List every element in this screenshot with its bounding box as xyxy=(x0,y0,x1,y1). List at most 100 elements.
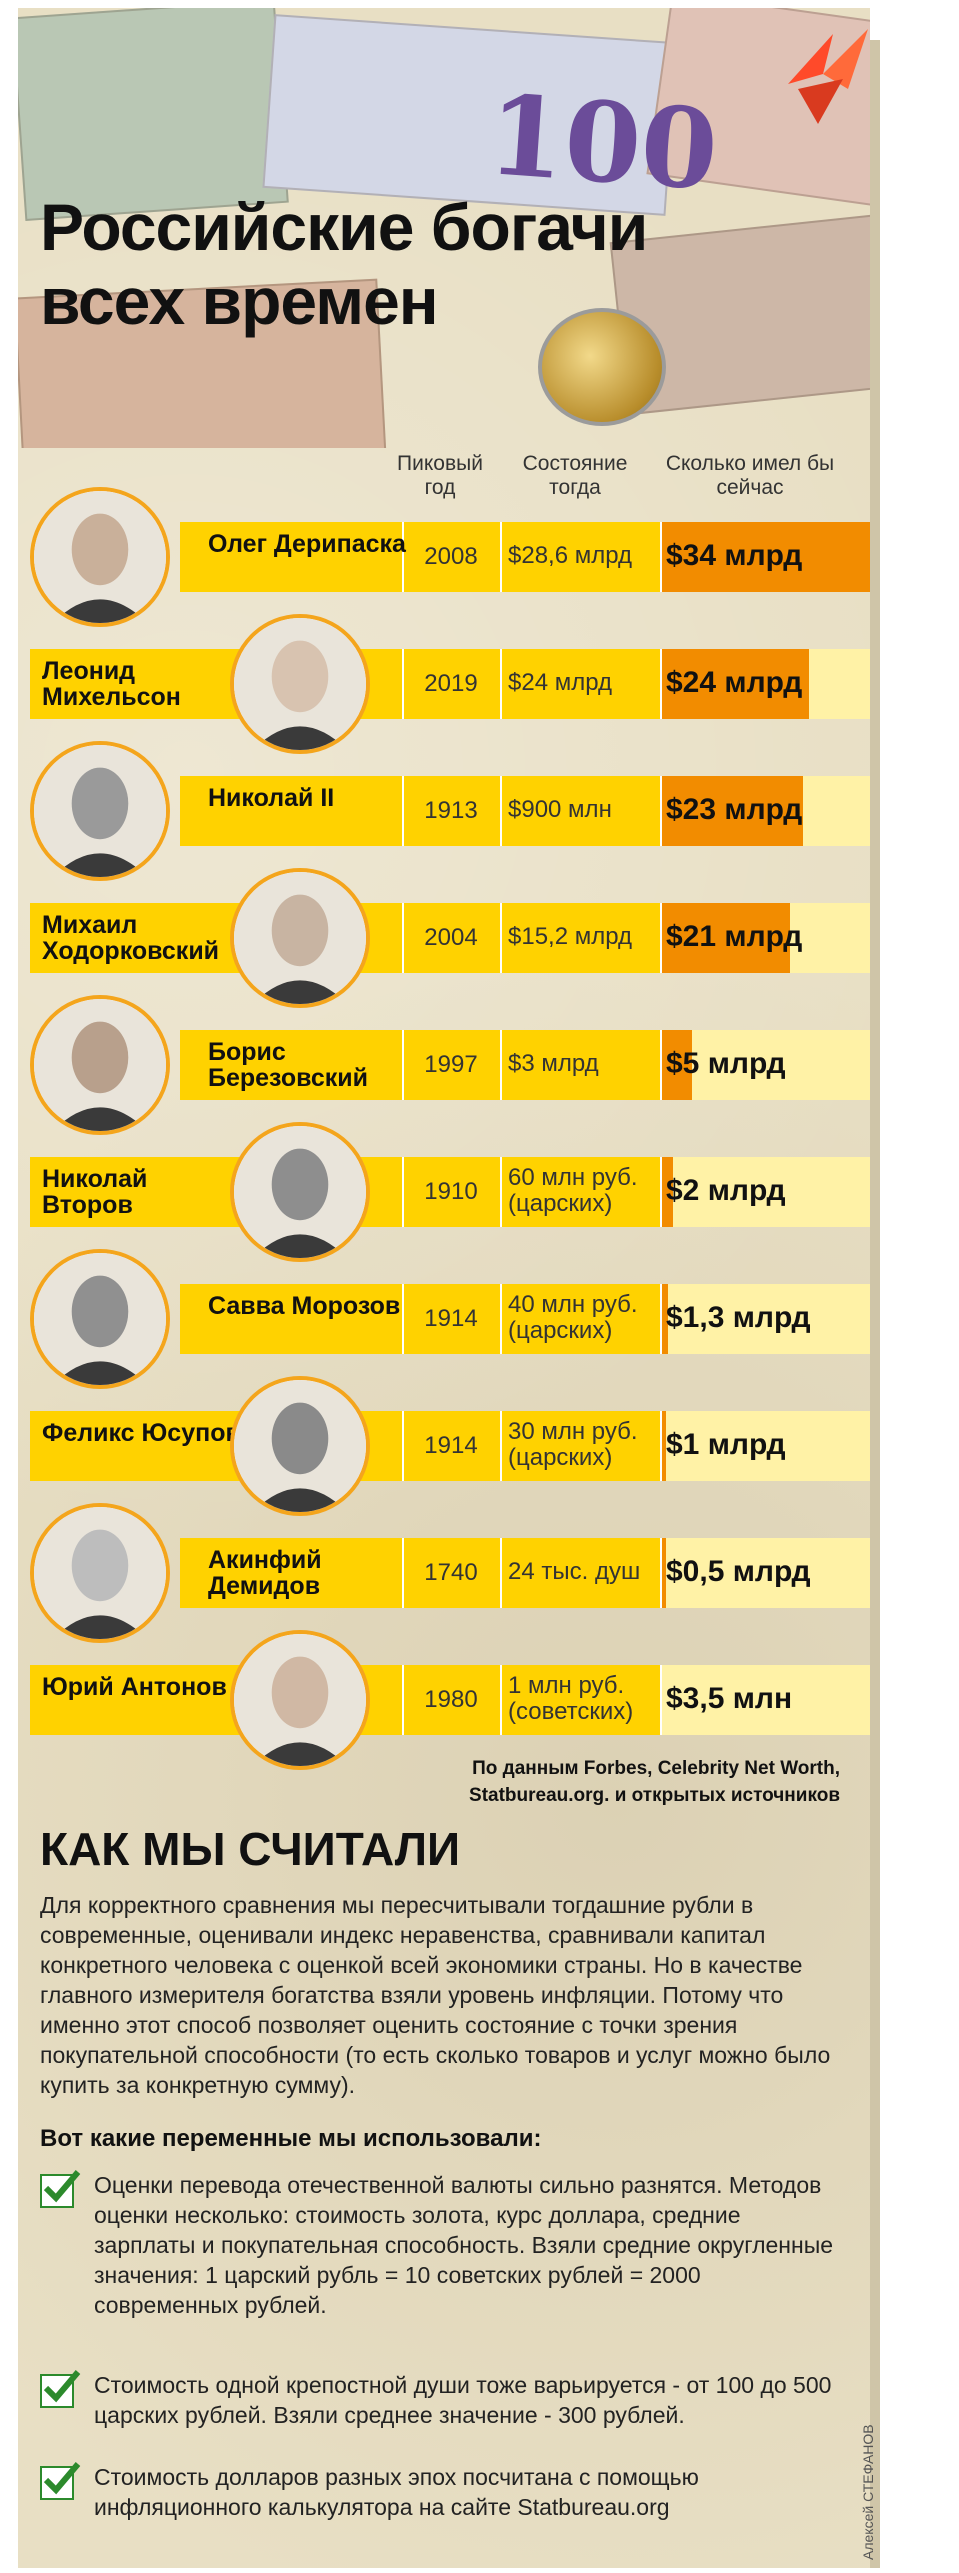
portrait-photo xyxy=(230,614,370,754)
portrait-photo xyxy=(230,868,370,1008)
portrait-icon xyxy=(34,1507,166,1639)
variable-item-text: Стоимость долларов разных эпох посчитана… xyxy=(94,2464,699,2520)
column-separator xyxy=(660,1411,662,1481)
column-separator xyxy=(660,1284,662,1354)
column-separator xyxy=(500,522,502,592)
portrait-photo xyxy=(230,1122,370,1262)
now-bar-fill xyxy=(660,1157,673,1227)
row-bar xyxy=(180,776,660,846)
wealth-now: $5 млрд xyxy=(666,1047,786,1080)
portrait-photo xyxy=(230,1376,370,1516)
portrait-photo xyxy=(30,1249,170,1389)
peak-year: 1914 xyxy=(424,1432,478,1459)
wealth-now: $2 млрд xyxy=(666,1174,786,1207)
banknote-left xyxy=(18,8,289,221)
now-bar-fill xyxy=(660,903,791,973)
checkmark-icon xyxy=(40,2370,81,2408)
now-bar-fill xyxy=(660,1030,692,1100)
peak-year: 2008 xyxy=(424,543,478,570)
banknotes-collage: 100 xyxy=(18,8,870,448)
portrait-icon xyxy=(34,491,166,623)
checkmark-icon xyxy=(40,2170,81,2208)
title-line-2: всех времен xyxy=(40,264,439,338)
column-header-year: Пиковый год xyxy=(397,452,483,499)
coin-image xyxy=(538,308,666,426)
portrait-photo xyxy=(30,1503,170,1643)
person-name: Юрий Антонов xyxy=(42,1673,227,1701)
now-bar-track xyxy=(660,1411,870,1481)
column-separator xyxy=(500,1157,502,1227)
wealth-then: $15,2 млрд xyxy=(508,923,633,950)
column-separator xyxy=(402,1665,404,1735)
ranking-row: Акинфий Демидов 1740 24 тыс. душ $0,5 млрд xyxy=(30,1503,870,1643)
portrait-photo xyxy=(30,995,170,1135)
peak-year: 1910 xyxy=(424,1178,478,1205)
now-bar-fill xyxy=(660,1284,669,1354)
column-separator xyxy=(500,776,502,846)
column-separator xyxy=(402,903,404,973)
column-separator xyxy=(660,776,662,846)
wealth-then: $28,6 млрд xyxy=(508,542,633,569)
portrait-icon xyxy=(234,1634,366,1766)
ranking-row: Михаил Ходорковский 2004 $15,2 млрд $21 млр… xyxy=(30,868,870,1008)
column-separator xyxy=(500,1030,502,1100)
column-separator xyxy=(500,1411,502,1481)
column-separator xyxy=(402,1157,404,1227)
now-bar-fill xyxy=(660,522,870,592)
ranking-row: Савва Морозов 1914 40 млн руб. (царских) $1… xyxy=(30,1249,870,1389)
wealth-then: $24 млрд xyxy=(508,669,613,696)
ranking-row: Леонид Михельсон 2019 $24 млрд $24 млрд xyxy=(30,614,870,754)
column-separator xyxy=(402,1538,404,1608)
wealth-now: $3,5 млн xyxy=(666,1682,793,1715)
row-bar xyxy=(180,522,660,592)
peak-year: 1997 xyxy=(424,1051,478,1078)
variables-title: Вот какие переменные мы использовали: xyxy=(40,2125,542,2152)
peak-year: 1914 xyxy=(424,1305,478,1332)
portrait-icon xyxy=(34,745,166,877)
variable-item-text: Стоимость одной крепостной души тоже вар… xyxy=(94,2372,832,2428)
column-separator xyxy=(660,903,662,973)
portrait-icon xyxy=(234,872,366,1004)
column-separator xyxy=(402,1030,404,1100)
person-name: Акинфий Демидов xyxy=(208,1546,322,1600)
now-bar-fill xyxy=(660,1538,666,1608)
column-separator xyxy=(660,1538,662,1608)
peak-year: 1980 xyxy=(424,1686,478,1713)
column-separator xyxy=(660,1157,662,1227)
variable-item-text: Оценки перевода отечественной валюты сил… xyxy=(94,2172,834,2318)
method-title: КАК МЫ СЧИТАЛИ xyxy=(40,1823,461,1875)
column-separator xyxy=(500,903,502,973)
wealth-now: $0,5 млрд xyxy=(666,1555,811,1588)
row-bar xyxy=(180,1284,660,1354)
method-text: Для корректного сравнения мы пересчитыва… xyxy=(40,1892,831,2098)
peak-year: 2019 xyxy=(424,670,478,697)
portrait-photo xyxy=(30,487,170,627)
portrait-icon xyxy=(234,618,366,750)
checkmark-icon xyxy=(40,2462,81,2500)
wealth-now: $1 млрд xyxy=(666,1428,786,1461)
title-line-1: Российские богачи xyxy=(40,190,648,264)
now-bar-track xyxy=(660,1665,870,1735)
now-bar-fill xyxy=(660,1411,667,1481)
now-bar-fill xyxy=(660,776,803,846)
wealth-then: $3 млрд xyxy=(508,1050,599,1077)
person-name: Савва Морозов xyxy=(208,1292,401,1320)
variable-item: Стоимость долларов разных эпох посчитана… xyxy=(40,2462,840,2522)
author-credit: Алексей СТЕФАНОВ xyxy=(860,2424,876,2560)
column-separator xyxy=(500,1665,502,1735)
portrait-icon xyxy=(234,1126,366,1258)
column-separator xyxy=(402,649,404,719)
column-separator xyxy=(402,776,404,846)
column-header-wealth: Состояние тогда xyxy=(522,452,628,499)
person-name: Михаил Ходорковский xyxy=(42,911,220,965)
ranking-row: Борис Березовский 1997 $3 млрд $5 млрд xyxy=(30,995,870,1135)
person-name: Борис Березовский xyxy=(208,1038,369,1092)
wealth-then: 30 млн руб. (царских) xyxy=(508,1418,638,1471)
column-separator xyxy=(500,1284,502,1354)
wealth-then: 40 млн руб. (царских) xyxy=(508,1291,638,1344)
portrait-icon xyxy=(34,1253,166,1385)
variable-item: Стоимость одной крепостной души тоже вар… xyxy=(40,2370,840,2430)
ranking-row: Николай Второв 1910 60 млн руб. (царских) $… xyxy=(30,1122,870,1262)
ranking-row: Олег Дерипаска 2008 $28,6 млрд $34 млрд xyxy=(30,487,870,627)
person-name: Феликс Юсупов xyxy=(42,1419,241,1447)
